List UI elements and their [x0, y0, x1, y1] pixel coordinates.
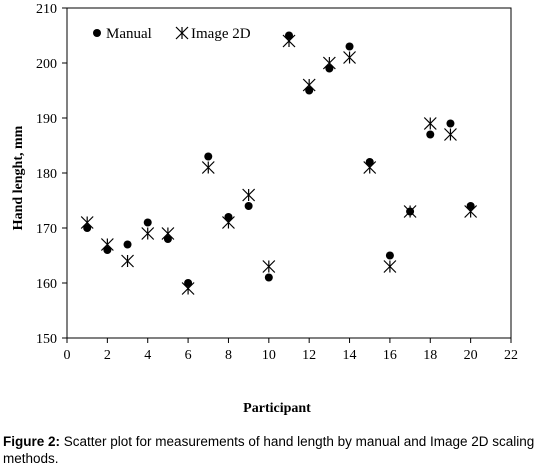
manual-point	[446, 119, 455, 128]
manual-point	[143, 218, 152, 227]
figure-caption-label: Figure 2:	[3, 434, 61, 449]
scatter-chart: 0 2 4 6 8 10 12 14 16 18 20 22 150 160 170 180 190 200 210…	[11, 2, 518, 416]
legend-label: Image 2D	[191, 26, 251, 42]
legend-label: Manual	[106, 26, 152, 42]
image-2d-point	[302, 78, 316, 92]
manual-point	[204, 152, 213, 161]
image-2d-point	[363, 161, 377, 174]
image-2d-point	[383, 260, 397, 273]
x-tick-label: 14	[343, 348, 357, 363]
y-tick-label: 150	[36, 332, 57, 347]
image-2d-point	[464, 205, 478, 218]
x-tick-label: 10	[262, 348, 276, 363]
figure-caption-text: Scatter plot for measurements of hand le…	[3, 434, 535, 466]
image-2d-point	[242, 188, 256, 202]
plot-frame	[66, 7, 512, 339]
y-tick-label: 170	[36, 222, 57, 237]
legend-marker-image-2d	[175, 26, 189, 40]
manual-point	[123, 240, 132, 249]
manual-point	[264, 273, 273, 282]
y-tick-label: 160	[36, 277, 57, 292]
image-2d-point	[444, 128, 457, 141]
x-tick-label: 18	[423, 348, 437, 363]
y-tick-label: 190	[36, 112, 57, 127]
manual-point	[385, 251, 394, 260]
y-axis-title: Hand lenght, mm	[11, 125, 26, 230]
x-tick-label: 8	[225, 348, 232, 363]
x-tick-label: 0	[64, 348, 71, 363]
manual-point	[244, 202, 253, 210]
image-2d-point	[262, 260, 276, 273]
image-2d-point	[80, 216, 94, 229]
legend-marker-manual	[93, 29, 101, 37]
x-tick-label: 12	[302, 348, 316, 363]
chart-axes: 0 2 4 6 8 10 12 14 16 18 20 22 150 160 170 180 190 200 210…	[11, 2, 518, 416]
x-tick-label: 22	[504, 348, 518, 363]
image-2d-point	[201, 161, 215, 174]
x-tick-label: 20	[464, 348, 478, 363]
y-tick-label: 210	[36, 2, 57, 17]
image-2d-point	[161, 227, 175, 240]
image-2d-point	[222, 216, 235, 229]
x-tick-label: 2	[104, 348, 111, 363]
chart-legend: Manual Image 2D	[93, 26, 251, 42]
image-2d-point	[343, 51, 356, 64]
image-2d-point	[403, 205, 417, 218]
figure-caption: Figure 2: Scatter plot for measurements …	[3, 433, 543, 467]
image-2d-point	[100, 238, 114, 251]
image-2d-point	[141, 227, 155, 240]
image-2d-point	[423, 117, 437, 130]
image-2d-point	[282, 34, 296, 48]
manual-point	[345, 42, 354, 51]
x-axis-title: Participant	[243, 401, 311, 416]
image-2d-point	[181, 282, 195, 295]
x-tick-label: 4	[144, 348, 151, 363]
image-2d-point	[322, 56, 336, 70]
y-tick-label: 180	[36, 167, 57, 182]
manual-point	[426, 130, 435, 139]
x-tick-label: 6	[185, 348, 192, 363]
chart-marks	[80, 31, 478, 295]
x-tick-label: 16	[383, 348, 397, 363]
y-tick-label: 200	[36, 57, 57, 72]
image-2d-point	[121, 254, 134, 268]
